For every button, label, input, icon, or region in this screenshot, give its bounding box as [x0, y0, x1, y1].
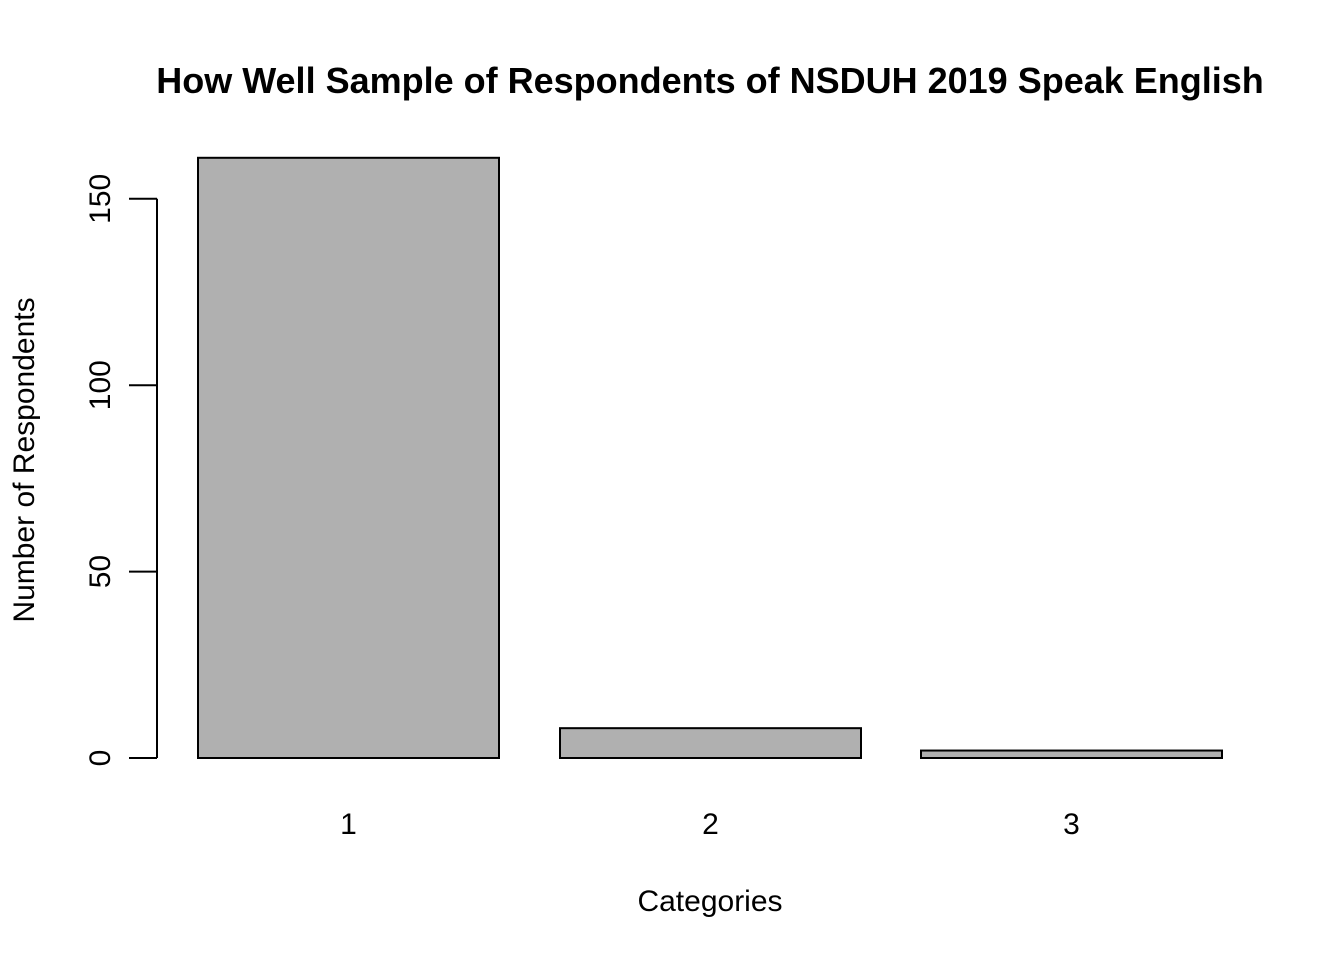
- y-tick-label: 50: [84, 555, 117, 588]
- x-tick-label: 1: [340, 808, 357, 841]
- bar: [920, 749, 1223, 760]
- chart-title: How Well Sample of Respondents of NSDUH …: [156, 60, 1264, 101]
- y-axis: 0 50 100 150: [84, 174, 158, 767]
- x-tick-label: 3: [1063, 808, 1080, 841]
- x-axis-tick-labels: 1 2 3: [340, 808, 1080, 841]
- bar: [559, 727, 862, 760]
- y-tick-label: 0: [84, 750, 117, 767]
- x-axis-label: Categories: [637, 885, 782, 918]
- bars: [197, 156, 1223, 760]
- y-tick-label: 100: [84, 360, 117, 410]
- y-tick-label: 150: [84, 174, 117, 224]
- bar: [197, 156, 500, 760]
- x-tick-label: 2: [702, 808, 719, 841]
- y-axis-label: Number of Respondents: [8, 297, 41, 622]
